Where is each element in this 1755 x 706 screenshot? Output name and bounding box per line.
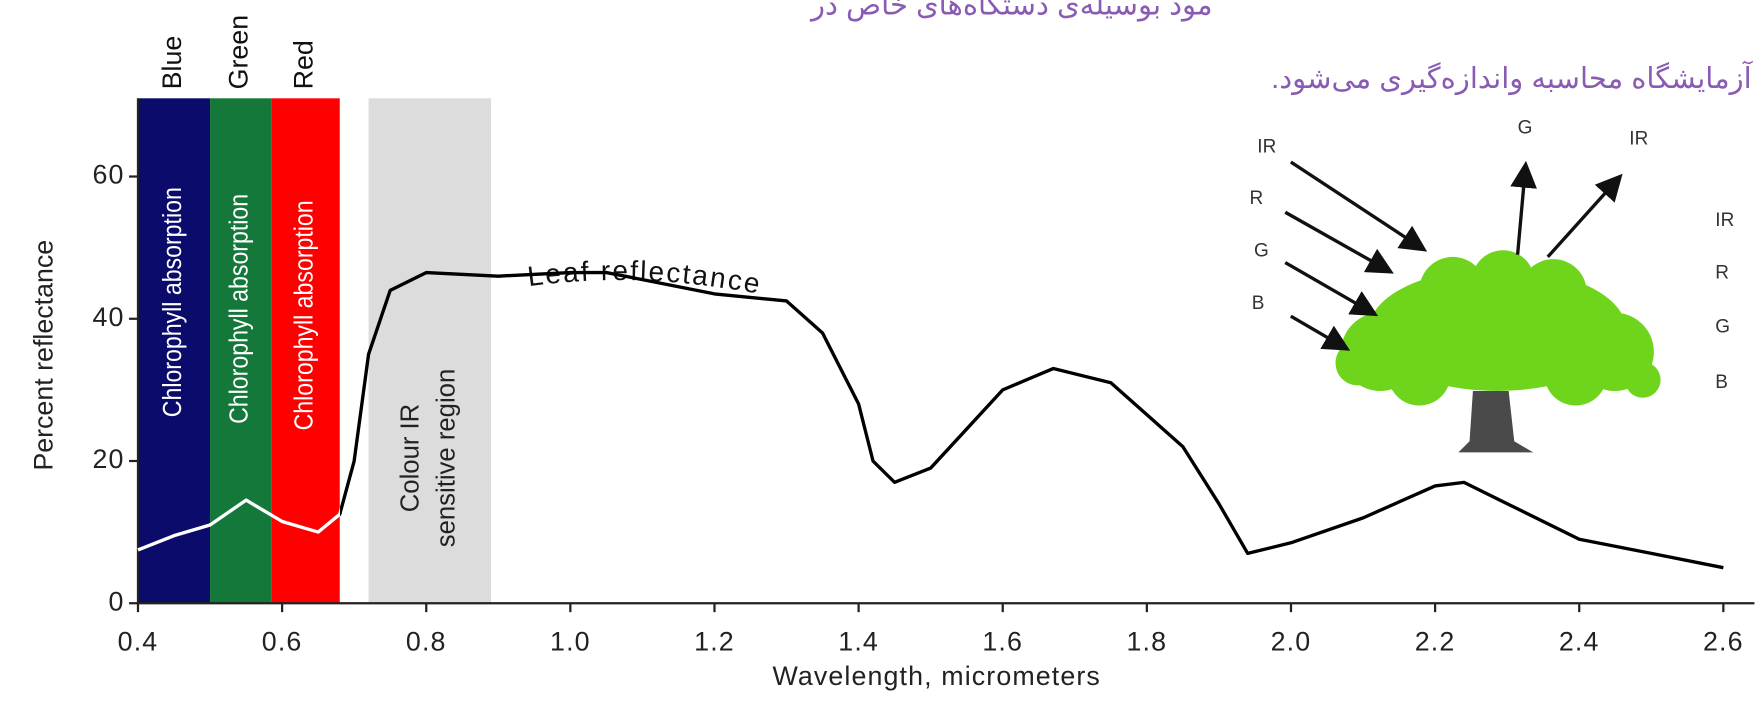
annotation: Leaf reflectance [526,255,765,300]
band [137,98,211,604]
x-tick-label: 1.6 [982,627,1023,657]
band-label: Blue [157,36,187,90]
side-label: B [1715,372,1728,393]
side-label: G [1715,316,1730,337]
region-text: Colour IR [397,404,425,512]
x-tick-label: 1.4 [838,627,879,657]
incoming-label: R [1249,188,1263,209]
band [271,98,340,604]
x-tick-label: 0.4 [118,627,159,657]
x-tick-label: 2.2 [1415,627,1456,657]
incoming-label: IR [1257,136,1276,157]
y-tick-label: 40 [93,302,125,332]
x-tick-label: 1.8 [1127,627,1168,657]
reflectance-line [137,270,1724,570]
x-axis-label: Wavelength, micrometers [772,661,1101,691]
x-tick-label: 1.2 [694,627,735,657]
caption-line: مود بوسیله‌ی دستگاه‌های خاص در [809,0,1213,22]
annotation-text: Leaf reflectance [526,255,763,300]
tree [1284,160,1661,453]
x-tick-label: 0.6 [262,627,303,657]
incoming-label: G [1254,240,1269,261]
x-tick-label: 2.4 [1559,627,1600,657]
x-tick-label: 2.6 [1703,627,1744,657]
outgoing-label: G [1518,117,1533,138]
y-tick-label: 60 [93,160,125,190]
region [368,98,492,604]
band-text: Chlorophyll absorption [225,194,253,424]
y-tick-label: 20 [93,444,125,474]
band-text: Chlorophyll absorption [290,200,318,430]
band-label: Red [289,40,319,89]
side-label: R [1715,263,1729,284]
x-tick-label: 0.8 [406,627,447,657]
outgoing-label: IR [1629,129,1648,150]
incoming-label: B [1252,293,1265,314]
x-tick-label: 1.0 [550,627,591,657]
band-label: Green [224,15,254,89]
side-label: IR [1715,210,1734,231]
y-tick-label: 0 [109,586,125,616]
x-tick-label: 2.0 [1271,627,1312,657]
y-axis-label: Percent reflectance [28,240,58,471]
band-text: Chlorophyll absorption [159,187,187,417]
caption-line: یا آزمایشگاه محاسبه واندازه‌گیری می‌شود. [1271,61,1755,96]
region-text: sensitive region [432,369,460,547]
